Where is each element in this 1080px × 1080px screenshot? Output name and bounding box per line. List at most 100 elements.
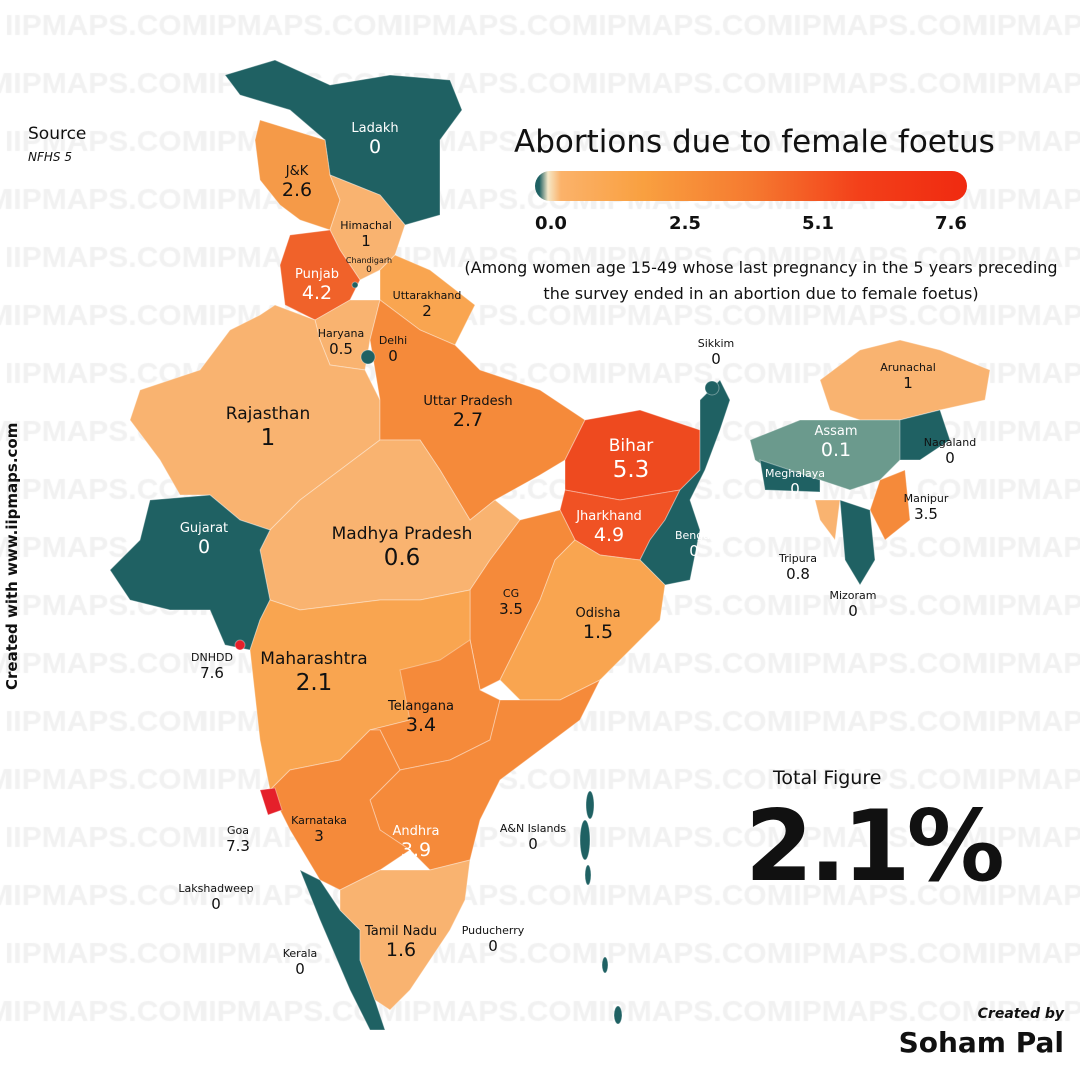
label-tamilnadu: Tamil Nadu 1.6	[365, 924, 437, 962]
region-name: Delhi	[378, 334, 408, 347]
region-value: 1	[260, 424, 276, 451]
region-value: 0.5	[329, 339, 353, 358]
region-mizoram[interactable]	[839, 499, 876, 586]
region-name: Arunachal	[880, 361, 936, 374]
region-name: Haryana	[317, 327, 365, 340]
region-name: Bihar	[608, 436, 654, 456]
legend-color-bar	[535, 171, 967, 201]
region-goa[interactable]	[259, 787, 283, 816]
region-name: Puducherry	[461, 924, 525, 937]
label-haryana: Haryana 0.5	[317, 327, 365, 358]
label-goa: Goa 7.3	[226, 824, 250, 855]
region-value: 0	[211, 894, 221, 913]
total-value: 2.1%	[745, 790, 1005, 904]
region-value: 4.9	[593, 523, 625, 546]
label-up: Uttar Pradesh 2.7	[423, 394, 513, 432]
label-ladakh: Ladakh 0	[351, 121, 399, 159]
region-name: Karnataka	[291, 814, 347, 827]
region-value: 0	[366, 265, 372, 276]
region-ladakh[interactable]	[224, 59, 463, 226]
region-value: 3.5	[499, 599, 523, 618]
region-value: 4.2	[301, 281, 333, 304]
source-value: NFHS 5	[28, 150, 72, 164]
region-odisha[interactable]	[499, 539, 666, 701]
region-himachal[interactable]	[329, 174, 406, 281]
region-tamilnadu[interactable]	[339, 859, 471, 1011]
label-meghalaya: Meghalaya 0	[764, 467, 826, 498]
label-gujarat: Gujarat 0	[180, 521, 228, 559]
label-andhra: Andhra 3.9	[393, 824, 440, 862]
region-name: Maharashtra	[260, 649, 368, 669]
region-name: Odisha	[575, 606, 621, 621]
region-name: Mizoram	[829, 589, 877, 602]
region-chandigarh[interactable]	[351, 281, 359, 289]
region-value: 7.6	[200, 663, 224, 682]
region-value: 1	[361, 231, 371, 250]
region-up[interactable]	[369, 299, 586, 521]
label-delhi: Delhi 0	[378, 334, 408, 365]
region-jk[interactable]	[254, 119, 341, 231]
region-value: 1.6	[385, 938, 417, 961]
region-value: 2.7	[452, 408, 484, 431]
region-value: 7.3	[226, 836, 250, 855]
region-name: Ladakh	[351, 121, 399, 136]
region-value: 0	[295, 959, 305, 978]
region-value: 0.1	[820, 438, 852, 461]
credit-name: Soham Pal	[898, 1026, 1064, 1059]
region-name: Meghalaya	[764, 467, 826, 480]
label-telangana: Telangana 3.4	[388, 699, 454, 737]
credit-label: Created by	[977, 1006, 1064, 1022]
region-name: Chandigarh	[345, 256, 393, 265]
total-label: Total Figure	[773, 767, 882, 789]
region-value: 1	[903, 373, 913, 392]
region-value: 2.6	[281, 178, 313, 201]
side-credit: Created with www.iipmaps.com	[3, 422, 21, 690]
region-dnhdd[interactable]	[234, 639, 246, 651]
region-manipur[interactable]	[869, 469, 911, 541]
region-karnataka[interactable]	[269, 729, 411, 891]
label-jk: J&K 2.6	[281, 164, 313, 202]
region-name: Sikkim	[697, 337, 735, 350]
region-arunachal[interactable]	[819, 339, 991, 421]
map-title: Abortions due to female foetus	[514, 124, 995, 160]
label-cg: CG 3.5	[499, 587, 523, 618]
region-value: 0	[488, 936, 498, 955]
region-tripura[interactable]	[814, 499, 841, 542]
region-name: DNHDD	[191, 651, 233, 664]
region-nagaland[interactable]	[899, 409, 951, 461]
region-name: Jharkhand	[576, 509, 642, 524]
label-tripura: Tripura 0.8	[779, 552, 817, 583]
region-value: 3	[314, 826, 324, 845]
label-an: A&N Islands 0	[500, 822, 566, 853]
label-rajasthan: Rajasthan 1	[225, 404, 311, 451]
region-name: Goa	[226, 824, 249, 837]
region-value: 0	[197, 535, 211, 558]
region-delhi[interactable]	[360, 349, 376, 365]
region-value: 0	[945, 448, 955, 467]
region-name: Manipur	[903, 492, 949, 505]
region-name: Uttar Pradesh	[423, 394, 513, 409]
label-arunachal: Arunachal 1	[880, 361, 936, 392]
label-dnhdd: DNHDD 7.6	[191, 651, 233, 682]
region-name: Rajasthan	[225, 404, 311, 424]
label-maharashtra: Maharashtra 2.1	[260, 649, 368, 696]
legend-tick: 7.6	[935, 213, 967, 234]
region-value: 3.5	[914, 504, 938, 523]
label-mp: Madhya Pradesh 0.6	[332, 524, 473, 571]
region-name: J&K	[285, 164, 309, 179]
region-name: Telangana	[388, 699, 454, 714]
region-sikkim[interactable]	[704, 380, 720, 396]
label-bengal: Bengal 0	[675, 529, 713, 560]
region-an[interactable]	[579, 790, 623, 1025]
region-meghalaya[interactable]	[759, 459, 821, 493]
region-name: Lakshadweep	[178, 882, 254, 895]
label-chandigarh: Chandigarh 0	[346, 256, 392, 276]
region-name: Himachal	[340, 219, 392, 232]
region-value: 1.5	[582, 620, 614, 643]
label-nagaland: Nagaland 0	[924, 436, 976, 467]
region-bengal[interactable]	[639, 379, 731, 586]
region-name: Tamil Nadu	[365, 924, 437, 939]
region-name: Assam	[814, 424, 858, 439]
region-name: Kerala	[282, 947, 318, 960]
label-mizoram: Mizoram 0	[829, 589, 877, 620]
